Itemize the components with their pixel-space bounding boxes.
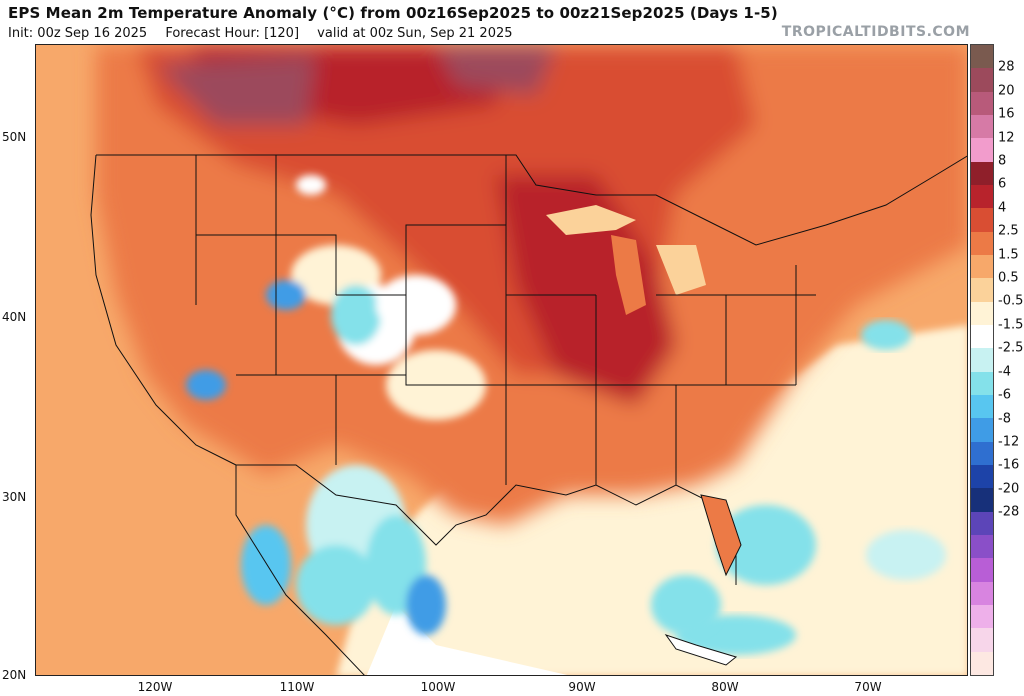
lon-label-90w: 90W xyxy=(568,680,596,694)
land-heat-field xyxy=(96,45,967,525)
colorbar-label: -20 xyxy=(998,481,1020,497)
lat-label-40n: 40N xyxy=(2,310,27,324)
init-time: Init: 00z Sep 16 2025 xyxy=(8,26,148,41)
colorbar-label: -12 xyxy=(998,434,1020,450)
colorbar-label: 28 xyxy=(998,59,1015,75)
colorbar-label: 6 xyxy=(998,176,1007,192)
lon-label-80w: 80W xyxy=(711,680,739,694)
bahamas-cool-patch xyxy=(651,575,721,635)
colorbar-swatch xyxy=(971,604,993,629)
lon-label-110w: 110W xyxy=(279,680,315,694)
colorbar-swatch xyxy=(971,254,993,279)
colorbar-label: -6 xyxy=(998,387,1011,403)
map-title: EPS Mean 2m Temperature Anomaly (°C) fro… xyxy=(8,4,778,22)
florida xyxy=(700,494,742,577)
colorbar xyxy=(970,44,994,676)
colorbar-label: -16 xyxy=(998,457,1020,473)
lon-label-70w: 70W xyxy=(854,680,882,694)
colorbar-label: -0.5 xyxy=(998,293,1024,309)
colorbar-swatch xyxy=(971,534,993,559)
colorbar-swatch xyxy=(971,464,993,489)
map-subtitle: Init: 00z Sep 16 2025 Forecast Hour: [12… xyxy=(8,26,527,41)
cuba xyxy=(664,634,738,666)
colorbar-swatch xyxy=(971,651,993,675)
atlantic-cool-patch-3 xyxy=(866,530,946,580)
anomaly-map xyxy=(35,44,968,676)
colorbar-swatch xyxy=(971,278,993,302)
colorbar-label: -28 xyxy=(998,504,1020,520)
colorbar-label: 1.5 xyxy=(998,247,1019,263)
colorbar-label: -1.5 xyxy=(998,317,1024,333)
colorbar-swatch xyxy=(971,488,993,512)
colorbar-swatch xyxy=(971,558,993,582)
colorbar-swatch xyxy=(971,91,993,115)
lat-label-30n: 30N xyxy=(2,490,27,504)
valid-time: valid at 00z Sun, Sep 21 2025 xyxy=(317,26,513,41)
lat-label-50n: 50N xyxy=(2,130,27,144)
colorbar-label: 4 xyxy=(998,200,1007,216)
colorbar-label: 20 xyxy=(998,83,1015,99)
brand-watermark: TROPICALTIDBITS.COM xyxy=(781,24,970,40)
colorbar-swatch xyxy=(971,628,993,652)
colorbar-swatch xyxy=(971,511,993,535)
colorbar-swatch xyxy=(971,441,993,465)
atlantic-cool-patch xyxy=(716,505,816,585)
colorbar-swatch xyxy=(971,45,993,69)
colorbar-label: 12 xyxy=(998,130,1015,146)
colorbar-label: -4 xyxy=(998,364,1011,380)
lake-huron xyxy=(656,245,706,295)
colorbar-swatch xyxy=(971,231,993,255)
colorbar-label: 0.5 xyxy=(998,270,1019,286)
colorbar-label: -2.5 xyxy=(998,340,1024,356)
colorbar-swatch xyxy=(971,161,993,185)
lake-superior xyxy=(546,205,636,235)
colorbar-swatch xyxy=(971,184,993,209)
colorbar-label: 16 xyxy=(998,106,1015,122)
colorbar-swatch xyxy=(971,371,993,395)
map-svg xyxy=(36,45,967,675)
colorbar-label: 2.5 xyxy=(998,223,1019,239)
lon-label-120w: 120W xyxy=(137,680,173,694)
colorbar-swatch xyxy=(971,324,993,349)
colorbar-swatch xyxy=(971,114,993,139)
cool-anomaly-field xyxy=(186,175,486,635)
lake-michigan xyxy=(611,235,646,315)
tropical-neutral xyxy=(366,605,568,675)
colorbar-label: -8 xyxy=(998,411,1011,427)
forecast-hour: Forecast Hour: [120] xyxy=(165,26,300,41)
colorbar-label: 8 xyxy=(998,153,1007,169)
colorbar-swatch xyxy=(971,301,993,325)
colorbar-swatch xyxy=(971,394,993,419)
colorbar-swatch xyxy=(971,348,993,372)
colorbar-swatch xyxy=(971,208,993,232)
colorbar-swatch xyxy=(971,581,993,605)
colorbar-swatch xyxy=(971,418,993,442)
lon-label-100w: 100W xyxy=(420,680,456,694)
colorbar-swatch xyxy=(971,68,993,92)
lat-label-20n: 20N xyxy=(2,668,27,682)
colorbar-swatch xyxy=(971,138,993,162)
gulf-atlantic-neutral xyxy=(336,325,967,675)
atlantic-cool-patch-2 xyxy=(861,320,911,350)
